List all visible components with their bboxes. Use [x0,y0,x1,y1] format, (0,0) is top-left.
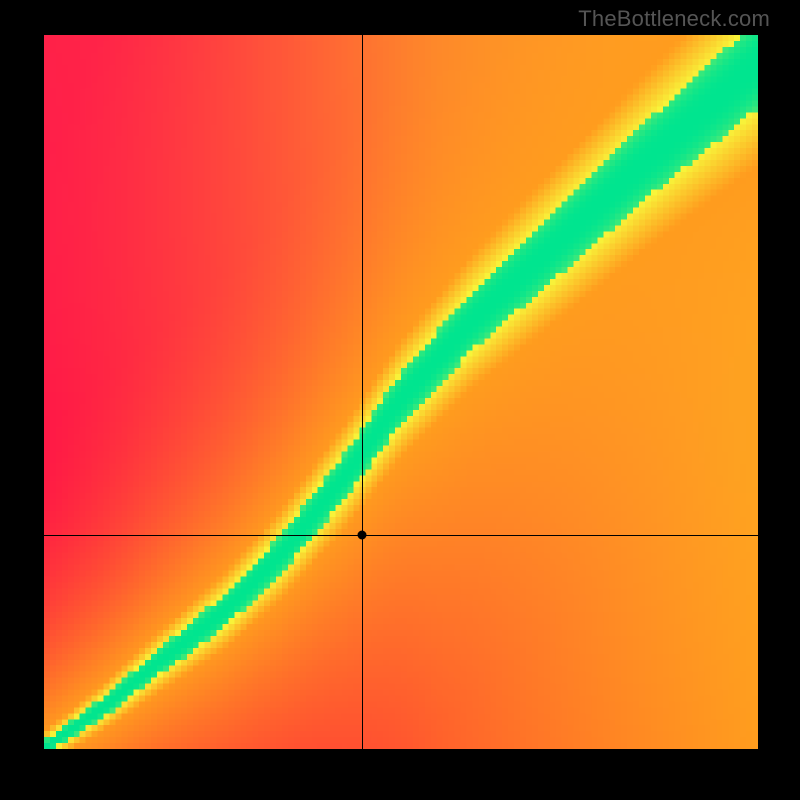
crosshair-horizontal [44,535,758,536]
crosshair-vertical [362,35,363,749]
bottleneck-heatmap [44,35,758,749]
plot-area [44,35,758,749]
crosshair-marker [357,530,366,539]
chart-container: TheBottleneck.com [0,0,800,800]
watermark-text: TheBottleneck.com [578,6,770,32]
